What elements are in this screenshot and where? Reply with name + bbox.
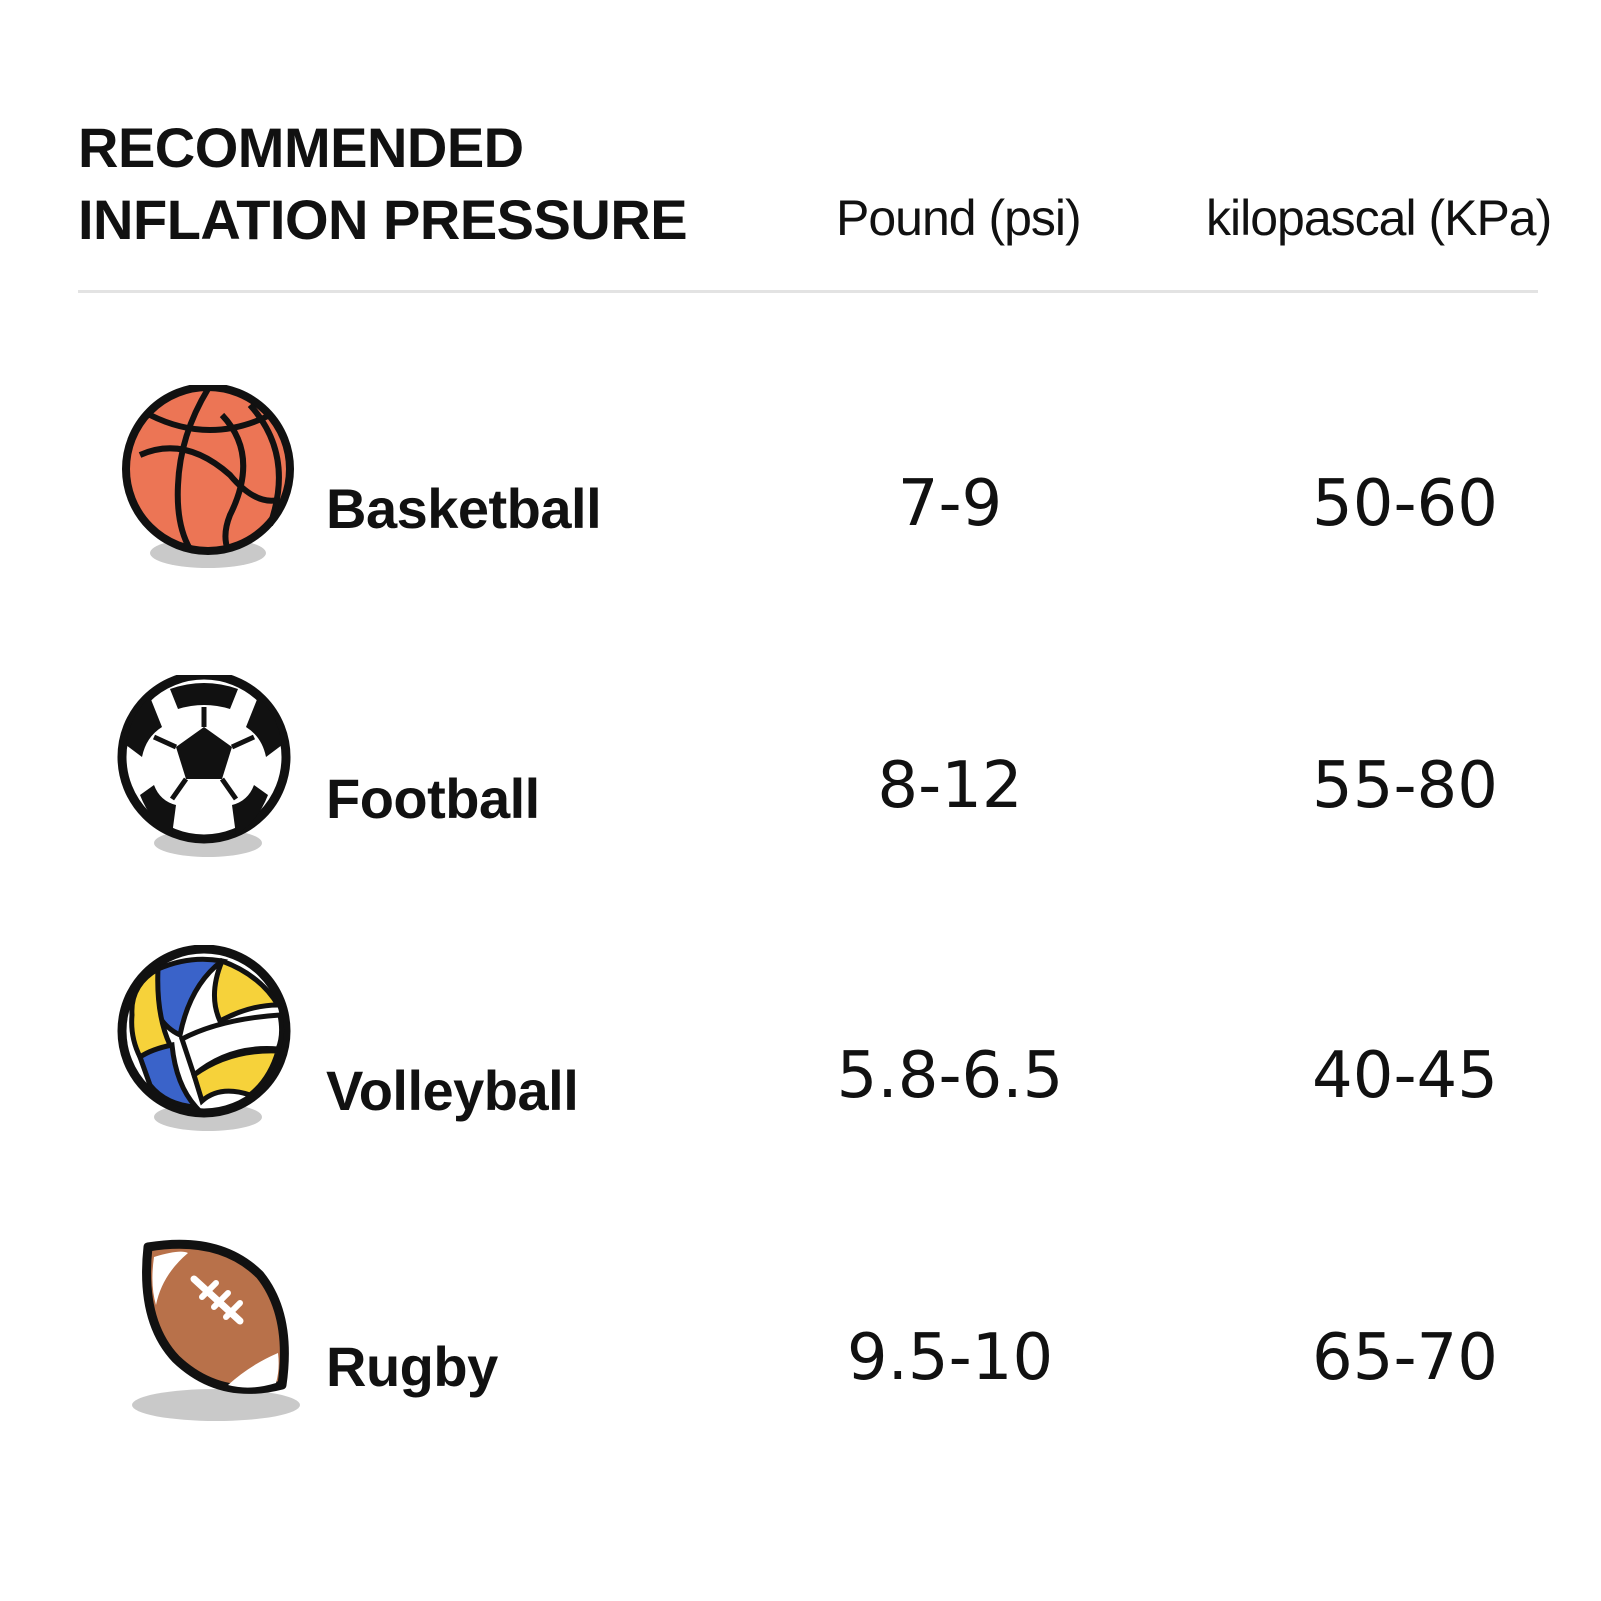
basketball-icon: [110, 385, 310, 585]
table-row-football: Football 8-12 55-80: [0, 675, 1601, 925]
sport-label: Rugby: [326, 1335, 498, 1398]
kpa-value: 50-60: [1312, 467, 1498, 541]
sport-label: Basketball: [326, 477, 602, 540]
sport-label: Football: [326, 767, 540, 830]
kpa-value: 55-80: [1312, 749, 1498, 823]
volleyball-icon: [110, 945, 310, 1145]
table-row-rugby: Rugby 9.5-10 65-70: [0, 1235, 1601, 1485]
table-row-volleyball: Volleyball 5.8-6.5 40-45: [0, 945, 1601, 1195]
title-line-1: RECOMMENDED: [78, 116, 524, 179]
kpa-value: 40-45: [1312, 1039, 1498, 1113]
table-row-basketball: Basketball 7-9 50-60: [0, 385, 1601, 635]
header-divider: [78, 290, 1538, 293]
page-title: RECOMMENDED INFLATION PRESSURE: [78, 112, 778, 256]
psi-value: 7-9: [897, 467, 1003, 541]
column-header-kpa: kilopascal (KPa): [1206, 190, 1552, 246]
rugby-ball-icon: [110, 1235, 310, 1435]
kpa-value: 65-70: [1312, 1321, 1498, 1395]
sport-label: Volleyball: [326, 1059, 579, 1122]
title-line-2: INFLATION PRESSURE: [78, 188, 688, 251]
psi-value: 5.8-6.5: [836, 1039, 1064, 1113]
column-header-psi: Pound (psi): [836, 190, 1082, 246]
psi-value: 8-12: [877, 749, 1023, 823]
psi-value: 9.5-10: [846, 1321, 1054, 1395]
soccer-ball-icon: [110, 675, 310, 875]
